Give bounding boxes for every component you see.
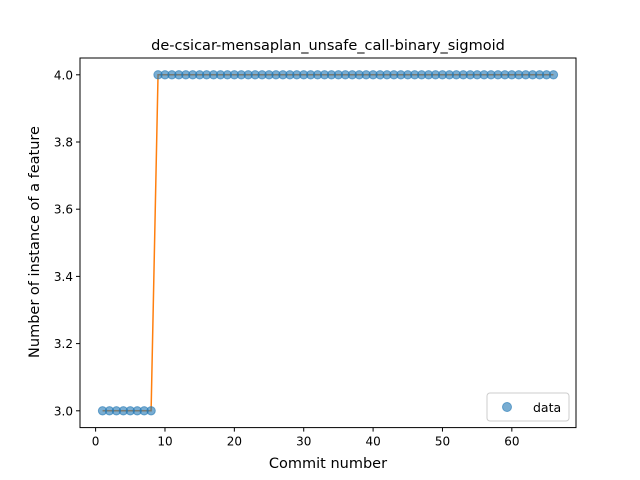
y-tick-label: 3.2 (54, 337, 73, 351)
legend: data (486, 392, 570, 422)
y-tick-label: 3.4 (54, 270, 73, 284)
data-point (548, 70, 559, 80)
y-tick-label: 3.0 (54, 404, 73, 418)
x-tick-label: 50 (435, 435, 450, 449)
x-tick-label: 40 (365, 435, 380, 449)
legend-label-data: data (533, 400, 561, 415)
x-tick-label: 0 (92, 435, 100, 449)
x-tick-label: 30 (296, 435, 311, 449)
y-tick-label: 3.8 (54, 136, 73, 150)
chart-title: de-csicar-mensaplan_unsafe_call-binary_s… (151, 38, 505, 54)
axis-ticks-layer: 0 10 20 30 40 50 60 3.0 3.2 3.4 3.6 3.8 4.0 (54, 68, 520, 448)
legend-box (486, 392, 570, 422)
y-tick-label: 4.0 (54, 68, 73, 82)
scatter-points-layer (97, 70, 559, 416)
x-tick-label: 20 (227, 435, 242, 449)
y-tick-label: 3.6 (54, 203, 73, 217)
legend-marker-data (502, 402, 512, 412)
data-point (146, 406, 156, 416)
x-axis-label: Commit number (269, 456, 387, 472)
plot-area-frame (79, 57, 577, 429)
y-axis-label: Number of instance of a feature (27, 126, 43, 358)
x-tick-label: 60 (504, 435, 519, 449)
x-tick-label: 10 (157, 435, 172, 449)
